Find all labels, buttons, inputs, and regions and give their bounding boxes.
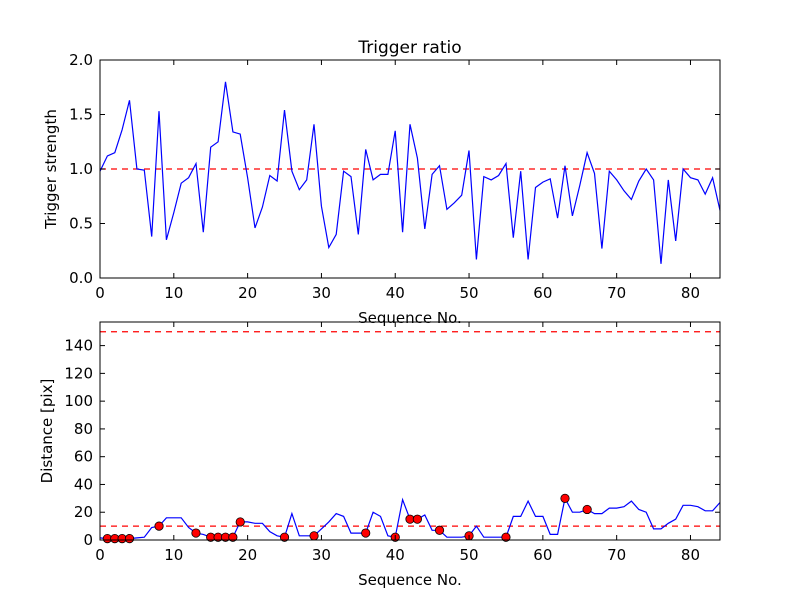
y-tick-label: 100 — [64, 392, 93, 410]
y-tick-label: 20 — [74, 503, 93, 521]
data-point-marker — [361, 528, 371, 538]
x-tick-label: 0 — [95, 284, 105, 302]
data-point-marker — [501, 532, 511, 542]
data-point-marker — [582, 504, 592, 515]
distance-chart: 0 10 20 30 40 50 60 70 80 0 20 40 60 80 100 120 140 Sequ… — [38, 321, 721, 589]
series-group — [99, 81, 721, 264]
x-axis-label: Sequence No. — [358, 309, 462, 327]
x-tick-label: 80 — [681, 284, 700, 302]
y-tick-label: 0.0 — [69, 269, 93, 287]
y-tick-label: 2.0 — [69, 51, 93, 69]
data-point-marker — [434, 525, 445, 535]
x-tick-label: 40 — [386, 546, 405, 564]
y-tick-label: 1.5 — [69, 106, 93, 124]
y-tick-label: 40 — [74, 475, 93, 493]
data-point-marker — [412, 514, 422, 524]
y-tick-label: 140 — [64, 337, 93, 355]
y-tick-label: 60 — [74, 448, 93, 466]
data-point-marker — [154, 521, 164, 531]
x-tick-label: 40 — [386, 284, 405, 302]
tick-group: 0 10 20 30 40 50 60 70 80 0.0 0.5 1.0 1.5 2.0 — [69, 51, 720, 302]
data-point-marker — [235, 517, 245, 527]
y-axis-label: Trigger strength — [42, 109, 60, 230]
axes-frame — [99, 321, 721, 541]
trigger-ratio-chart: Trigger ratio 0 10 20 30 40 50 60 70 80 0.0 0.5 1.0… — [42, 38, 721, 327]
data-point-marker — [309, 531, 319, 541]
x-tick-label: 70 — [607, 546, 626, 564]
data-point-marker — [279, 532, 290, 542]
y-tick-label: 1.0 — [69, 160, 93, 178]
y-tick-label: 0.5 — [69, 215, 93, 233]
y-tick-label: 0 — [83, 531, 93, 549]
x-tick-label: 70 — [607, 284, 626, 302]
chart-title: Trigger ratio — [357, 38, 461, 58]
data-point-marker — [560, 493, 570, 503]
y-tick-label: 120 — [64, 364, 93, 382]
x-tick-label: 30 — [312, 284, 331, 302]
data-point-marker — [124, 534, 135, 544]
series-line — [99, 81, 721, 264]
tick-group: 0 10 20 30 40 50 60 70 80 0 20 40 60 80 100 120 140 — [64, 322, 720, 564]
x-tick-label: 10 — [164, 546, 183, 564]
series-group — [99, 331, 721, 544]
x-tick-label: 80 — [681, 546, 700, 564]
data-point-marker — [228, 532, 238, 542]
x-tick-label: 20 — [238, 284, 257, 302]
x-tick-label: 10 — [164, 284, 183, 302]
x-tick-label: 0 — [95, 546, 105, 564]
data-point-marker — [191, 528, 201, 538]
x-tick-label: 30 — [312, 546, 331, 564]
x-axis-label: Sequence No. — [358, 571, 462, 589]
x-tick-label: 50 — [460, 546, 479, 564]
x-tick-label: 20 — [238, 546, 257, 564]
x-tick-label: 50 — [460, 284, 479, 302]
x-tick-label: 60 — [533, 284, 552, 302]
y-axis-label: Distance [pix] — [38, 379, 56, 484]
y-tick-label: 80 — [74, 420, 93, 438]
x-tick-label: 60 — [533, 546, 552, 564]
